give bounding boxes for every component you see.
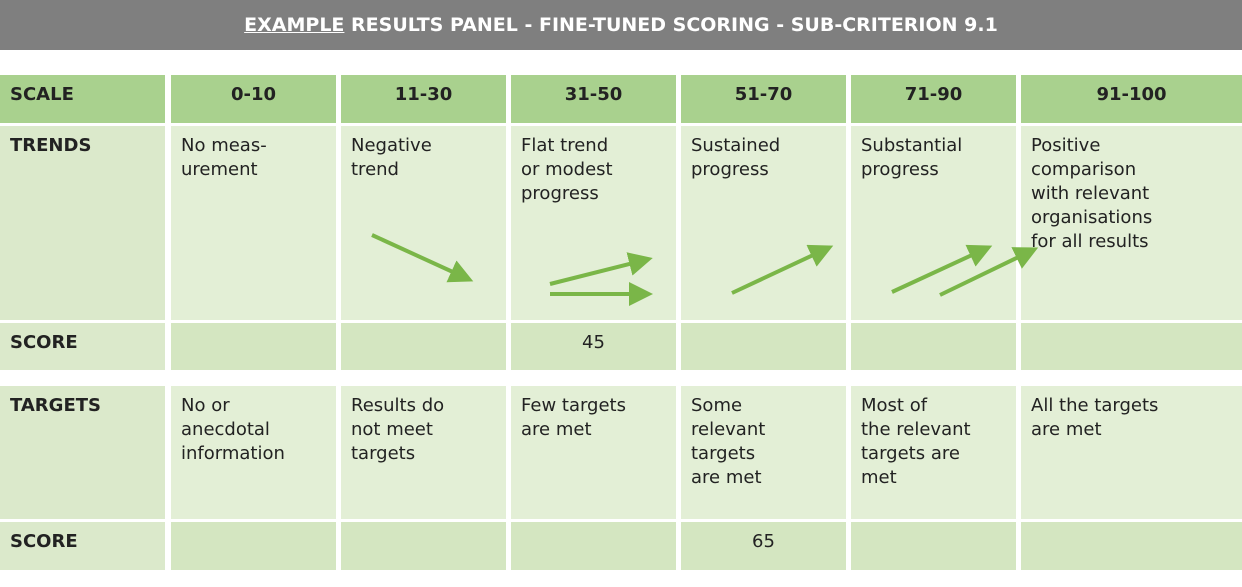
text-cell: Flat trend or modest progress: [511, 126, 676, 320]
score-cell: [1021, 522, 1242, 570]
scale-cell: 91-100: [1021, 75, 1242, 123]
text-cell: Results do not meet targets: [341, 386, 506, 519]
scale-cell: 71-90: [851, 75, 1016, 123]
row-label: SCORE: [0, 323, 165, 370]
text-cell: Substantial progress: [851, 126, 1016, 320]
scale-cell: 51-70: [681, 75, 846, 123]
score-cell: [341, 522, 506, 570]
text-cell: Positive comparison with relevant organi…: [1021, 126, 1242, 320]
score-cell: 65: [681, 522, 846, 570]
row-label: TARGETS: [0, 386, 165, 519]
row-label: TRENDS: [0, 126, 165, 320]
text-cell: No meas- urement: [171, 126, 336, 320]
text-cell: Negative trend: [341, 126, 506, 320]
score-cell: [851, 522, 1016, 570]
scale-cell: 11-30: [341, 75, 506, 123]
row-label: SCALE: [0, 75, 165, 123]
score-cell: [1021, 323, 1242, 370]
scale-cell: 0-10: [171, 75, 336, 123]
score-cell: [511, 522, 676, 570]
score-cell: [681, 323, 846, 370]
score-cell: [851, 323, 1016, 370]
title-rest: RESULTS PANEL - FINE-TUNED SCORING - SUB…: [344, 14, 998, 36]
text-cell: No or anecdotal information: [171, 386, 336, 519]
row-label: SCORE: [0, 522, 165, 570]
text-cell: Few targets are met: [511, 386, 676, 519]
score-cell: [341, 323, 506, 370]
title-bar: EXAMPLE RESULTS PANEL - FINE-TUNED SCORI…: [0, 0, 1242, 50]
text-cell: All the targets are met: [1021, 386, 1242, 519]
score-cell: [171, 323, 336, 370]
scale-cell: 31-50: [511, 75, 676, 123]
title-underlined: EXAMPLE: [244, 14, 345, 36]
score-cell: [171, 522, 336, 570]
score-cell: 45: [511, 323, 676, 370]
text-cell: Sustained progress: [681, 126, 846, 320]
text-cell: Most of the relevant targets are met: [851, 386, 1016, 519]
text-cell: Some relevant targets are met: [681, 386, 846, 519]
